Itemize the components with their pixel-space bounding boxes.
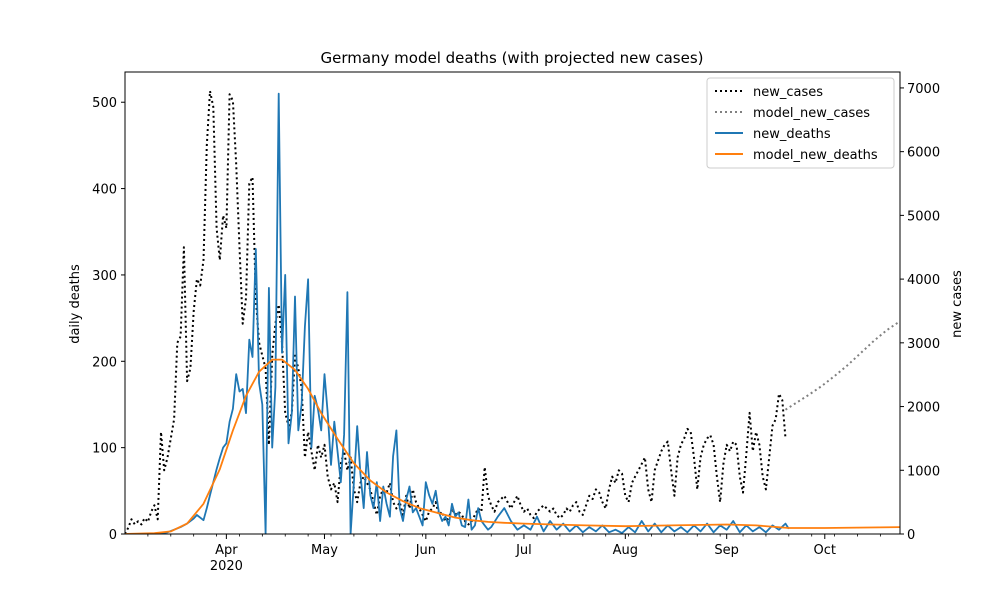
legend-label-model-new-cases: model_new_cases — [753, 106, 870, 121]
left-y-tick-label: 200 — [92, 355, 117, 370]
x-tick-sublabel: 2020 — [210, 559, 243, 574]
right-y-tick-label: 2000 — [907, 401, 940, 416]
legend-label-new-deaths: new_deaths — [753, 127, 831, 142]
x-tick-label: Sep — [714, 543, 739, 558]
legend-box — [706, 77, 895, 169]
legend: new_cases model_new_cases new_deaths model_… — [706, 77, 895, 169]
series-line-new-cases — [125, 90, 787, 534]
right-y-tick-label: 0 — [907, 528, 915, 543]
series-line-model-new-cases — [784, 320, 900, 411]
right-y-tick-label: 1000 — [907, 464, 940, 479]
left-y-tick-label: 100 — [92, 442, 117, 457]
right-y-tick-label: 7000 — [907, 82, 940, 97]
left-y-tick-label: 400 — [92, 183, 117, 198]
plot-area — [125, 90, 900, 534]
right-y-tick-label: 6000 — [907, 146, 940, 161]
series-line-new-deaths — [125, 92, 790, 534]
chart-title: Germany model deaths (with projected new… — [320, 49, 703, 67]
right-y-tick-label: 5000 — [907, 209, 940, 224]
x-tick-label: Aug — [613, 543, 638, 558]
x-tick-label: May — [311, 543, 338, 558]
series-line-model-new-deaths — [125, 358, 900, 534]
plot-frame — [124, 71, 901, 535]
left-y-tick-label: 0 — [109, 528, 117, 543]
right-y-tick-label: 4000 — [907, 273, 940, 288]
x-tick-label: Oct — [814, 543, 836, 558]
axes: 0100200300400500010002000300040005000600… — [92, 71, 940, 574]
x-tick-label: Apr — [215, 543, 238, 558]
right-axis-label: new cases — [950, 270, 965, 338]
legend-label-new-cases: new_cases — [753, 85, 823, 100]
legend-label-model-new-deaths: model_new_deaths — [753, 148, 878, 163]
x-tick-label: Jun — [415, 543, 436, 558]
left-y-tick-label: 300 — [92, 269, 117, 284]
right-y-tick-label: 3000 — [907, 337, 940, 352]
left-y-tick-label: 500 — [92, 96, 117, 111]
x-tick-label: Jul — [515, 543, 532, 558]
left-axis-label: daily deaths — [68, 264, 83, 344]
